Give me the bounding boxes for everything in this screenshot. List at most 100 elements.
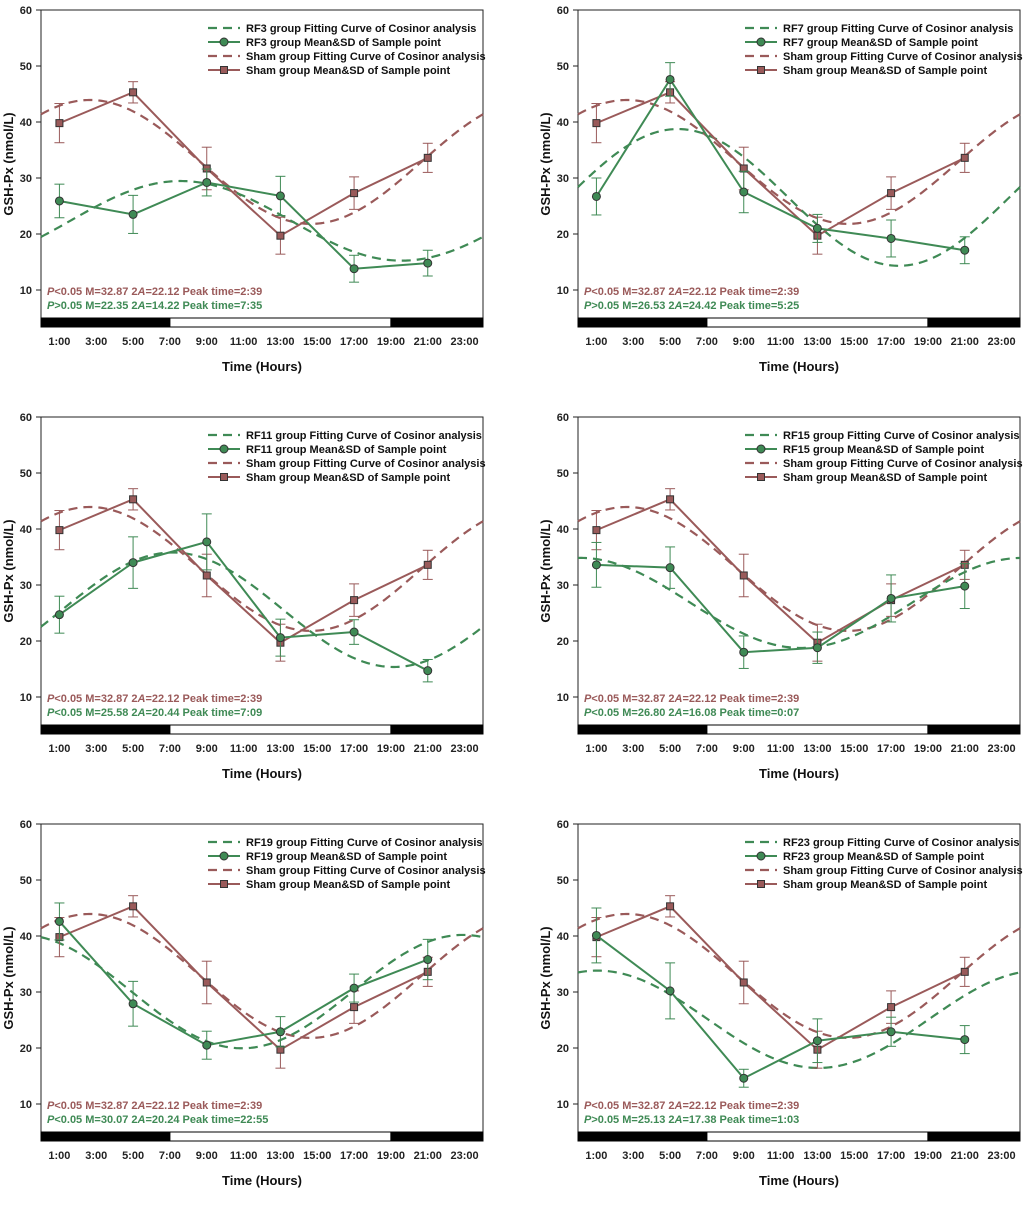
chart-svg: 10 20 30 40 50 60 GSH-Px (nmol/L) 1:00 3:00 5:00 7… [1, 819, 486, 1188]
stat-sham-text: P<0.05 M=32.87 2A=22.12 Peak time=2:39 [47, 1100, 262, 1112]
dark-phase-bar [577, 724, 708, 735]
y-tick-label: 20 [557, 1043, 569, 1055]
legend-label: RF15 group Mean&SD of Sample point [783, 444, 984, 456]
x-tick-label: 19:00 [377, 743, 405, 755]
y-tick-label: 60 [20, 5, 32, 17]
legend-label: RF19 group Fitting Curve of Cosinor anal… [246, 837, 483, 849]
rf-data-point [349, 983, 359, 993]
chart-svg: 10 20 30 40 50 60 GSH-Px (nmol/L) 1:00 3:00 5:00 7… [1, 5, 486, 374]
x-tick-label: 9:00 [196, 1150, 218, 1162]
x-tick-label: 11:00 [767, 1150, 795, 1162]
legend-marker [219, 37, 229, 47]
legend-marker [220, 66, 228, 74]
x-tick-label: 5:00 [659, 1150, 681, 1162]
rf-data-point [349, 627, 359, 637]
light-phase-bar [169, 317, 392, 328]
x-tick-label: 7:00 [159, 743, 181, 755]
x-tick-label: 21:00 [414, 743, 442, 755]
sham-cosinor-fit-curve [577, 98, 1021, 225]
x-tick-label: 7:00 [159, 336, 181, 348]
y-tick-label: 30 [557, 173, 569, 185]
y-tick-label: 30 [20, 580, 32, 592]
x-tick-label: 11:00 [767, 743, 795, 755]
x-tick-label: 11:00 [230, 1150, 258, 1162]
y-tick-label: 20 [20, 229, 32, 241]
x-tick-label: 21:00 [951, 743, 979, 755]
rf-data-point [739, 187, 749, 197]
legend: RF3 group Fitting Curve of Cosinor analy… [208, 23, 486, 77]
stat-rf-text: P<0.05 M=26.80 2A=16.08 Peak time=0:07 [584, 707, 799, 719]
chart-svg: 10 20 30 40 50 60 GSH-Px (nmol/L) 1:00 3:00 5:00 7… [538, 412, 1023, 781]
light-phase-bar [706, 724, 929, 735]
y-tick-label: 20 [20, 1043, 32, 1055]
chart-panel-3: 10 20 30 40 50 60 GSH-Px (nmol/L) 1:00 3:00 5:00 7… [0, 407, 512, 807]
x-tick-label: 13:00 [803, 743, 831, 755]
x-tick-label: 13:00 [803, 1150, 831, 1162]
x-tick-label: 15:00 [840, 743, 868, 755]
y-tick-label: 40 [20, 931, 32, 943]
stat-sham-text: P<0.05 M=32.87 2A=22.12 Peak time=2:39 [584, 693, 799, 705]
sham-cosinor-fit-curve [40, 505, 484, 632]
x-tick-label: 3:00 [622, 1150, 644, 1162]
x-tick-label: 1:00 [585, 1150, 607, 1162]
legend-label: Sham group Fitting Curve of Cosinor anal… [246, 51, 486, 63]
x-tick-label: 23:00 [451, 743, 479, 755]
x-tick-label: 11:00 [230, 743, 258, 755]
x-tick-label: 15:00 [840, 336, 868, 348]
legend-label: RF19 group Mean&SD of Sample point [246, 851, 447, 863]
dark-phase-bar [927, 724, 1021, 735]
y-tick-label: 50 [20, 468, 32, 480]
y-tick-label: 60 [557, 5, 569, 17]
legend-label: Sham group Fitting Curve of Cosinor anal… [783, 865, 1023, 877]
light-phase-bar [169, 724, 392, 735]
rf-data-point [886, 1027, 896, 1037]
legend-label: Sham group Mean&SD of Sample point [246, 65, 450, 77]
rf-data-point [960, 245, 970, 255]
chart-svg: 10 20 30 40 50 60 GSH-Px (nmol/L) 1:00 3:00 5:00 7… [538, 5, 1023, 374]
x-tick-label: 21:00 [414, 1150, 442, 1162]
rf-data-point [591, 560, 601, 570]
y-axis-title: GSH-Px (nmol/L) [538, 519, 553, 622]
sham-data-point [666, 902, 675, 911]
x-tick-label: 19:00 [377, 336, 405, 348]
sham-data-point [960, 153, 969, 162]
x-tick-label: 17:00 [877, 743, 905, 755]
x-axis-title: Time (Hours) [759, 1173, 839, 1188]
x-tick-label: 1:00 [48, 1150, 70, 1162]
legend-label: RF11 group Fitting Curve of Cosinor anal… [246, 430, 482, 442]
x-axis-title: Time (Hours) [222, 1173, 302, 1188]
rf-data-point [739, 647, 749, 657]
sham-data-point [350, 1003, 359, 1012]
dark-phase-bar [390, 724, 484, 735]
sham-data-point [350, 596, 359, 605]
y-tick-label: 40 [557, 117, 569, 129]
x-tick-label: 23:00 [451, 1150, 479, 1162]
dark-phase-bar [40, 724, 171, 735]
rf-data-point [54, 610, 64, 620]
x-tick-label: 19:00 [914, 336, 942, 348]
rf-data-point [128, 209, 138, 219]
x-axis-title: Time (Hours) [759, 359, 839, 374]
legend-label: RF3 group Fitting Curve of Cosinor analy… [246, 23, 476, 35]
x-tick-label: 17:00 [877, 1150, 905, 1162]
y-tick-label: 60 [557, 819, 569, 831]
y-tick-label: 50 [557, 468, 569, 480]
chart-panel-4: 10 20 30 40 50 60 GSH-Px (nmol/L) 1:00 3:00 5:00 7… [537, 407, 1024, 807]
rf-cosinor-fit-curve [40, 179, 484, 262]
x-axis-title: Time (Hours) [222, 766, 302, 781]
legend-marker [756, 851, 766, 861]
sham-mean-line [596, 498, 966, 644]
rf-data-point [665, 986, 675, 996]
light-phase-bar [169, 1131, 392, 1142]
legend-marker [757, 66, 765, 74]
rf-data-point [202, 1040, 212, 1050]
x-tick-label: 1:00 [48, 743, 70, 755]
legend-label: Sham group Fitting Curve of Cosinor anal… [246, 458, 486, 470]
y-axis-title: GSH-Px (nmol/L) [1, 926, 16, 1029]
chart-panel-2: 10 20 30 40 50 60 GSH-Px (nmol/L) 1:00 3:00 5:00 7… [537, 0, 1024, 400]
dark-phase-bar [577, 317, 708, 328]
rf-data-point [812, 223, 822, 233]
chart-panel-5: 10 20 30 40 50 60 GSH-Px (nmol/L) 1:00 3:00 5:00 7… [0, 814, 512, 1214]
rf-mean-line [595, 934, 965, 1080]
